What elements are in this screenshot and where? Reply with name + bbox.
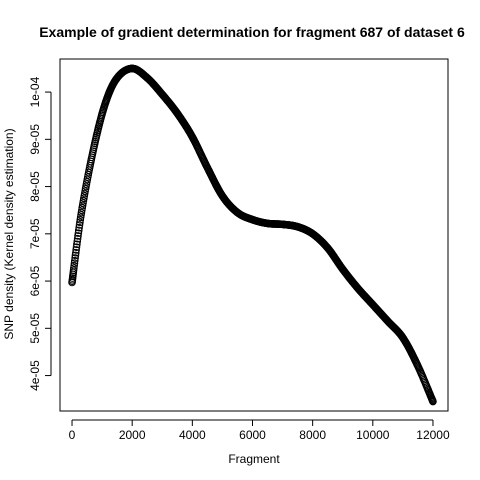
x-tick-label: 12000: [416, 428, 450, 442]
plot-frame: [59, 58, 449, 412]
data-point: [71, 251, 80, 260]
y-tick-label: 8e-05: [28, 171, 42, 202]
data-point: [74, 226, 83, 235]
data-point: [75, 223, 83, 232]
y-tick-label: 5e-05: [28, 313, 42, 344]
x-axis-label: Fragment: [228, 452, 280, 466]
data-point: [73, 237, 82, 246]
data-point: [71, 248, 80, 257]
x-tick-label: 0: [69, 428, 76, 442]
y-tick-label: 6e-05: [28, 265, 42, 296]
data-point: [72, 246, 80, 254]
data-point: [73, 240, 81, 249]
data-point: [70, 256, 79, 265]
data-point: [70, 264, 78, 272]
data-points: [68, 64, 437, 406]
data-point: [70, 261, 78, 270]
data-point: [74, 229, 83, 237]
y-tick-label: 7e-05: [28, 218, 42, 249]
x-tick-label: 8000: [299, 428, 326, 442]
data-point: [73, 234, 82, 243]
y-axis: 4e-05 5e-05 6e-05 7e-05 8e-05 9e-05 1e-04: [28, 76, 52, 391]
data-point: [74, 232, 82, 240]
x-tick-label: 4000: [179, 428, 206, 442]
y-tick-label: 4e-05: [28, 360, 42, 391]
data-point: [71, 254, 79, 262]
data-point: [72, 243, 81, 251]
data-point: [76, 218, 84, 227]
y-tick-label: 9e-05: [28, 124, 42, 155]
x-tick-label: 2000: [119, 428, 146, 442]
x-axis: 0 2000 4000 6000 8000 10000 12000: [69, 419, 450, 442]
x-tick-label: 6000: [239, 428, 266, 442]
data-point: [70, 259, 79, 267]
data-point: [429, 397, 437, 406]
data-point: [75, 221, 84, 229]
y-tick-label: 1e-04: [28, 76, 42, 107]
x-tick-label: 10000: [356, 428, 390, 442]
data-point: [76, 215, 85, 224]
y-axis-label: SNP density (Kernel density estimation): [2, 128, 16, 339]
chart-title: Example of gradient determination for fr…: [39, 24, 465, 40]
